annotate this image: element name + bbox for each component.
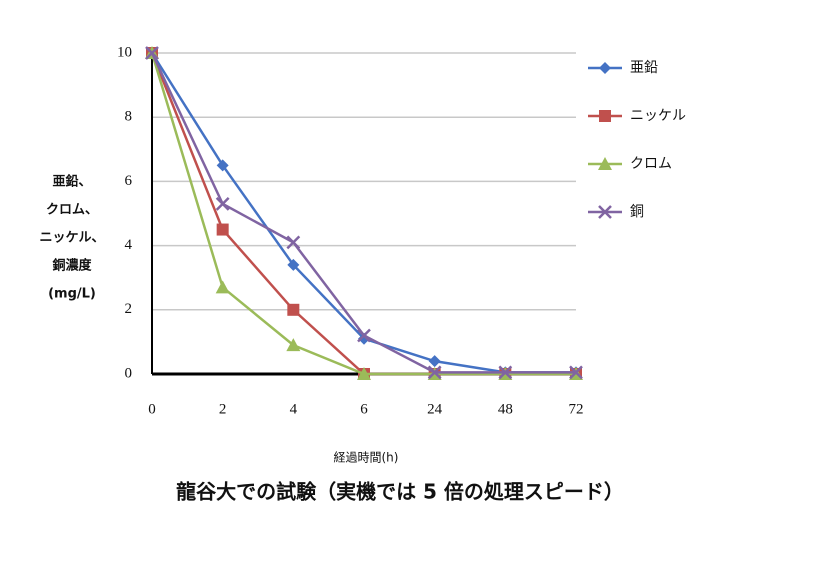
marker — [286, 235, 301, 250]
x-tick-label: 24 — [427, 401, 443, 417]
marker — [427, 365, 442, 380]
marker — [215, 196, 230, 211]
marker — [498, 365, 513, 380]
marker — [286, 338, 301, 352]
marker — [287, 303, 300, 316]
y-tick-label: 4 — [125, 237, 133, 253]
y-tick-label: 0 — [125, 365, 133, 381]
y-axis-label: ニッケル、 — [39, 231, 104, 246]
legend-label: 銅 — [630, 204, 644, 220]
legend-label: クロム — [630, 156, 672, 172]
marker — [287, 258, 300, 271]
marker — [428, 355, 441, 368]
marker — [216, 159, 229, 172]
y-axis-label: クロム、 — [46, 203, 98, 218]
legend-marker — [598, 205, 612, 219]
y-axis-label: (mg/L) — [48, 287, 96, 302]
legend-marker — [599, 62, 611, 74]
x-tick-label: 72 — [569, 401, 584, 417]
y-axis-label: 銅濃度 — [52, 258, 92, 274]
marker — [357, 328, 371, 343]
legend-marker — [599, 110, 611, 122]
legend-label: ニッケル — [630, 108, 686, 124]
marker — [357, 367, 371, 380]
x-axis-label: 経過時間(h) — [334, 451, 399, 465]
x-tick-label: 48 — [498, 401, 513, 417]
x-tick-label: 0 — [148, 401, 156, 417]
x-tick-label: 4 — [290, 401, 298, 417]
marker — [216, 223, 229, 236]
y-tick-label: 10 — [117, 44, 132, 60]
x-tick-label: 2 — [219, 401, 227, 417]
marker — [569, 365, 583, 380]
legend-marker — [598, 157, 612, 170]
y-tick-label: 8 — [125, 109, 133, 125]
legend-label: 亜鉛 — [630, 60, 658, 76]
marker — [145, 46, 159, 60]
caption: 龍谷大での試験（実機では 5 倍の処理スピード） — [176, 480, 624, 504]
x-tick-label: 6 — [360, 401, 368, 417]
y-tick-label: 6 — [125, 173, 133, 189]
marker — [215, 280, 230, 294]
series-line — [150, 52, 576, 376]
y-axis-label: 亜鉛、 — [52, 174, 91, 190]
y-tick-label: 2 — [125, 301, 133, 317]
